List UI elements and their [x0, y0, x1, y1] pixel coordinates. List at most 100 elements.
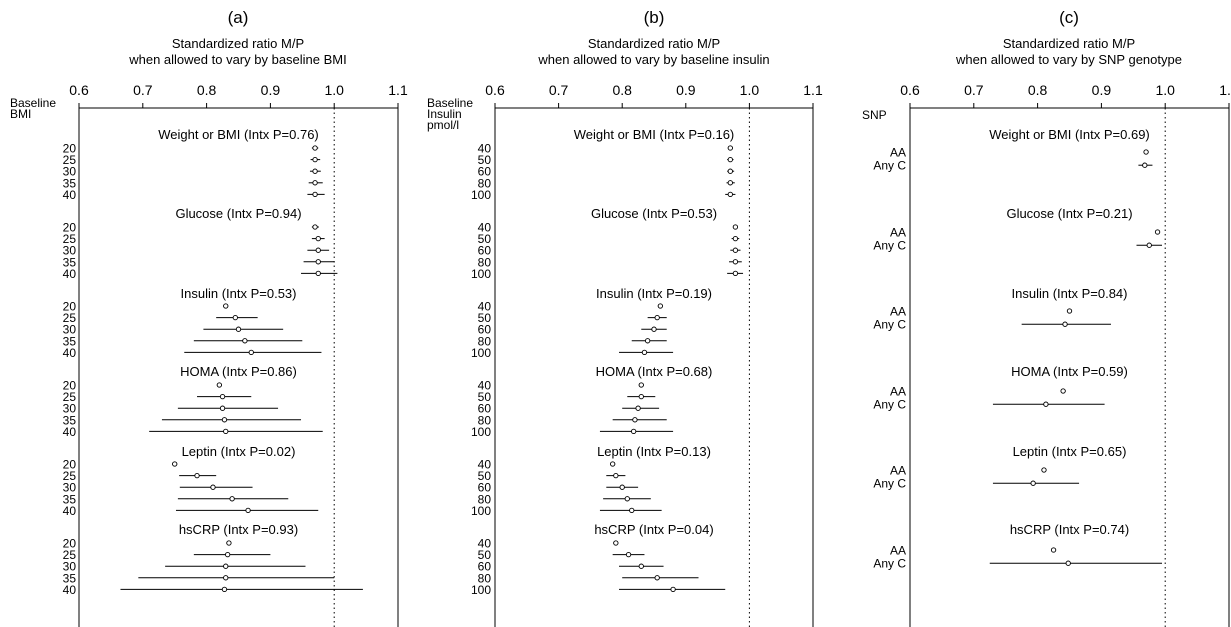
- row-label: AA: [890, 146, 906, 160]
- point-estimate: [312, 180, 318, 186]
- group-title: hsCRP (Intx P=0.04): [594, 522, 713, 537]
- row-label: 100: [471, 346, 491, 360]
- row-label: 80: [478, 413, 492, 427]
- row-label: Any C: [873, 318, 906, 332]
- x-tick-label: 0.9: [676, 82, 696, 98]
- row-label: 35: [63, 334, 77, 348]
- point-estimate: [223, 563, 229, 569]
- row-label: 100: [471, 188, 491, 202]
- point-estimate: [632, 417, 638, 423]
- row-label: 35: [63, 255, 77, 269]
- row-label: 40: [478, 537, 492, 551]
- group-title: Glucose (Intx P=0.94): [175, 206, 301, 221]
- row-label: 100: [471, 267, 491, 281]
- row-label: 30: [63, 481, 77, 495]
- point-estimate: [1154, 229, 1161, 235]
- row-label: 20: [63, 537, 77, 551]
- point-estimate: [1041, 467, 1047, 473]
- point-estimate: [223, 428, 229, 435]
- point-estimate: [1143, 149, 1149, 155]
- row-label: 40: [63, 583, 77, 597]
- point-estimate: [727, 168, 733, 174]
- point-estimate: [223, 303, 229, 309]
- point-estimate: [1065, 560, 1071, 566]
- group-title: Insulin (Intx P=0.19): [596, 286, 712, 301]
- point-estimate: [727, 191, 733, 198]
- row-label: 60: [478, 481, 492, 495]
- x-tick-label: 1.0: [324, 82, 344, 98]
- row-label: Any C: [873, 239, 906, 253]
- x-tick-label: 0.9: [261, 82, 281, 98]
- point-estimate: [732, 259, 739, 265]
- point-estimate: [654, 575, 660, 581]
- point-estimate: [654, 314, 660, 321]
- row-label: 40: [478, 458, 492, 472]
- group-title: HOMA (Intx P=0.68): [596, 364, 713, 379]
- point-estimate: [248, 349, 254, 356]
- row-label: 35: [63, 176, 77, 190]
- point-estimate: [315, 247, 321, 253]
- row-label: 40: [478, 221, 492, 235]
- row-label: 25: [63, 311, 77, 325]
- row-label: 25: [63, 548, 77, 562]
- row-label: 20: [63, 300, 77, 314]
- point-estimate: [225, 551, 231, 558]
- plot-frame: [78, 107, 399, 627]
- row-label: Any C: [873, 159, 906, 173]
- panel-title-line1: Standardized ratio M/P: [172, 36, 304, 51]
- row-label: 40: [63, 346, 77, 360]
- point-estimate: [245, 507, 251, 514]
- point-estimate: [221, 586, 228, 593]
- point-estimate: [1050, 547, 1057, 553]
- x-tick-label: 1.1: [388, 82, 408, 98]
- row-label: 60: [478, 165, 492, 179]
- row-label: 50: [478, 390, 492, 404]
- group-title: Insulin (Intx P=0.84): [1012, 286, 1128, 301]
- point-estimate: [312, 224, 318, 230]
- row-label: 50: [478, 311, 492, 325]
- point-estimate: [315, 259, 321, 265]
- row-label: 30: [63, 323, 77, 337]
- group-axis-label: Insulin: [427, 107, 462, 121]
- point-estimate: [630, 428, 637, 435]
- row-label: 50: [478, 469, 492, 483]
- point-estimate: [638, 393, 644, 400]
- point-estimate: [312, 168, 318, 174]
- x-tick-label: 0.7: [549, 82, 569, 98]
- row-label: AA: [890, 464, 906, 478]
- x-tick-label: 0.6: [485, 82, 505, 98]
- point-estimate: [629, 507, 635, 514]
- row-label: 25: [63, 390, 77, 404]
- x-tick-label: 0.7: [964, 82, 984, 98]
- panel-label: (b): [644, 8, 665, 27]
- row-label: 35: [63, 413, 77, 427]
- point-estimate: [638, 563, 644, 569]
- row-label: Any C: [873, 398, 906, 412]
- row-label: 35: [63, 571, 77, 585]
- point-estimate: [235, 326, 242, 332]
- row-label: 80: [478, 334, 492, 348]
- row-label: 80: [478, 176, 492, 190]
- point-estimate: [312, 156, 318, 163]
- point-estimate: [210, 484, 216, 490]
- point-estimate: [1060, 388, 1066, 394]
- x-tick-label: 0.8: [1028, 82, 1048, 98]
- point-estimate: [194, 472, 200, 479]
- point-estimate: [172, 461, 178, 467]
- point-estimate: [219, 405, 226, 411]
- group-title: Leptin (Intx P=0.13): [597, 444, 711, 459]
- point-estimate: [1062, 321, 1068, 327]
- x-tick-label: 1.0: [1155, 82, 1175, 98]
- row-label: 60: [478, 402, 492, 416]
- row-label: 20: [63, 379, 77, 393]
- point-estimate: [727, 145, 733, 151]
- point-estimate: [732, 270, 739, 277]
- plot-frame: [909, 107, 1230, 627]
- group-axis-label: BMI: [10, 107, 31, 121]
- point-estimate: [638, 382, 644, 388]
- row-label: 20: [63, 142, 77, 156]
- panel-label: (a): [228, 8, 249, 27]
- point-estimate: [1142, 162, 1148, 168]
- row-label: 20: [63, 221, 77, 235]
